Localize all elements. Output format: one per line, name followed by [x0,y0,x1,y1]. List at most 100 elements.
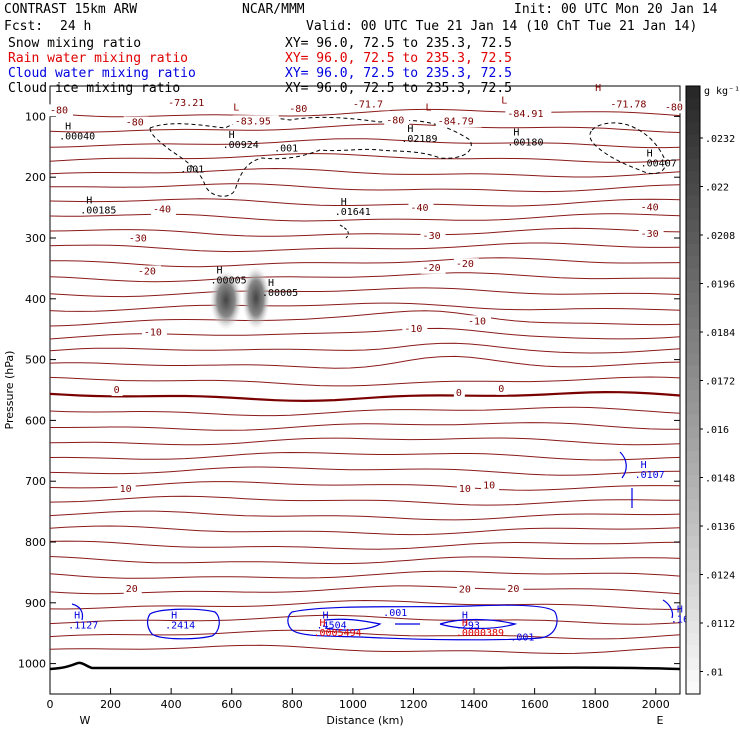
colorbar-frame [685,85,701,695]
temperature-label: -40 [410,203,428,214]
isotherm [50,585,680,595]
label-bg [111,384,123,397]
label-bg [141,326,167,339]
contour-label: .001 [180,164,204,175]
legend-snow-name: Snow mixing ratio [8,36,141,51]
temperature-label: -84.91 [507,109,543,120]
label-bg [135,265,161,278]
isotherm [50,310,680,327]
extremum-marker: H [65,122,71,133]
extremum-value: .0005494 [314,628,362,639]
extremum-value: .01641 [335,207,371,218]
colorbar-swatch [686,681,700,695]
extremum-value: .0000389 [456,628,504,639]
plot-frame [49,85,681,695]
y-tick-label: 800 [25,536,46,549]
temperature-label: 20 [459,584,471,595]
temperature-label: 10 [483,480,495,491]
extremum-marker: H [86,196,92,207]
isotherm [50,437,680,446]
colorbar-swatch [686,231,700,245]
colorbar-swatch [686,462,700,476]
isotherm [50,466,680,476]
isotherm [50,510,680,521]
x-tick-label: 800 [282,698,303,711]
temperature-label: -80 [386,116,404,127]
x-axis-east-label: E [657,714,664,727]
colorbar-swatch [686,268,700,282]
colorbar: .0232 .022 .0208 .0196 .0184 .0172 .016 .0148 .0… [685,85,735,695]
colorbar-swatch [686,645,700,659]
temperature-label: 0 [498,384,504,395]
extremum-value: .167 [671,614,695,625]
y-tick-label: 100 [25,110,46,123]
extremum-value: .00005 [262,288,298,299]
legend-cloudwater-xy: XY= 96.0, 72.5 to 235.3, 72.5 [285,66,512,81]
temperature-label: -40 [641,203,659,214]
extremum-marker: H [171,610,177,621]
isotherm [50,540,680,550]
colorbar-swatch [686,110,700,123]
colorbar-swatch [686,353,700,367]
colorbar-swatch [686,475,700,488]
colorbar-swatch [686,244,700,257]
legend-cloudice-name: Cloud ice mixing ratio [8,81,180,96]
isotherm [50,556,680,565]
extremum-value: .1127 [68,620,98,631]
colorbar-swatch [686,438,700,452]
colorbar-swatch [686,523,700,537]
label-bg [435,115,482,128]
temperature-label: -73.21 [168,98,204,109]
colorbar-swatch [686,377,700,391]
colorbar-swatch [686,584,700,598]
isotherm [50,525,680,536]
extremum-value: .4504 [317,620,347,631]
colorbar-swatch [686,487,700,500]
cloud-ice-contour-east [589,122,666,175]
label-bg [453,258,479,271]
model-title: CONTRAST 15km ARW [4,2,137,17]
colorbar-swatch [686,317,700,330]
y-tick-label: 500 [25,354,46,367]
label-bg [505,582,524,595]
temperature-label: -10 [404,324,422,335]
colorbar-swatch [686,499,700,513]
colorbar-swatch [686,548,700,561]
label-bg [420,230,446,243]
temperature-label: 10 [120,484,132,495]
x-tick-label: 1400 [460,698,488,711]
label-bg [232,115,279,128]
y-tick-label: 400 [25,293,46,306]
colorbar-swatch [686,146,700,160]
isotherm [50,451,680,461]
label-bg [48,104,73,117]
colorbar-swatch [686,621,700,634]
temperature-label: -83.95 [235,116,271,127]
isotherm [50,342,680,354]
colorbar-unit: g kg⁻¹ [704,86,740,97]
isotherm [50,376,680,387]
isotherm [50,108,680,118]
isotherm [50,167,680,178]
colorbar-swatch [686,98,700,111]
extremum-marker: H [595,83,601,94]
extremum-value: .2414 [165,620,195,631]
colorbar-label: .01 [705,668,723,679]
x-axis-west-label: W [80,714,91,727]
snow-blob-west [210,270,242,330]
colorbar-swatch [686,122,700,136]
extremum-marker: H [462,610,468,621]
colorbar-swatch [686,596,700,610]
extremum-value: .00924 [223,140,259,151]
temperature-label: -30 [641,229,659,240]
colorbar-label: .0184 [705,328,735,339]
legend-cloudice-xy: XY= 96.0, 72.5 to 235.3, 72.5 [285,81,512,96]
colorbar-label: .0136 [705,522,735,533]
label-bg [496,382,508,395]
extremum-marker: H [513,128,519,139]
extremum-marker: H [677,604,683,615]
legend-rain-name: Rain water mixing ratio [8,51,188,66]
legend-cloudwater-name: Cloud water mixing ratio [8,66,196,81]
label-bg [453,387,465,400]
label-bg [481,479,500,492]
